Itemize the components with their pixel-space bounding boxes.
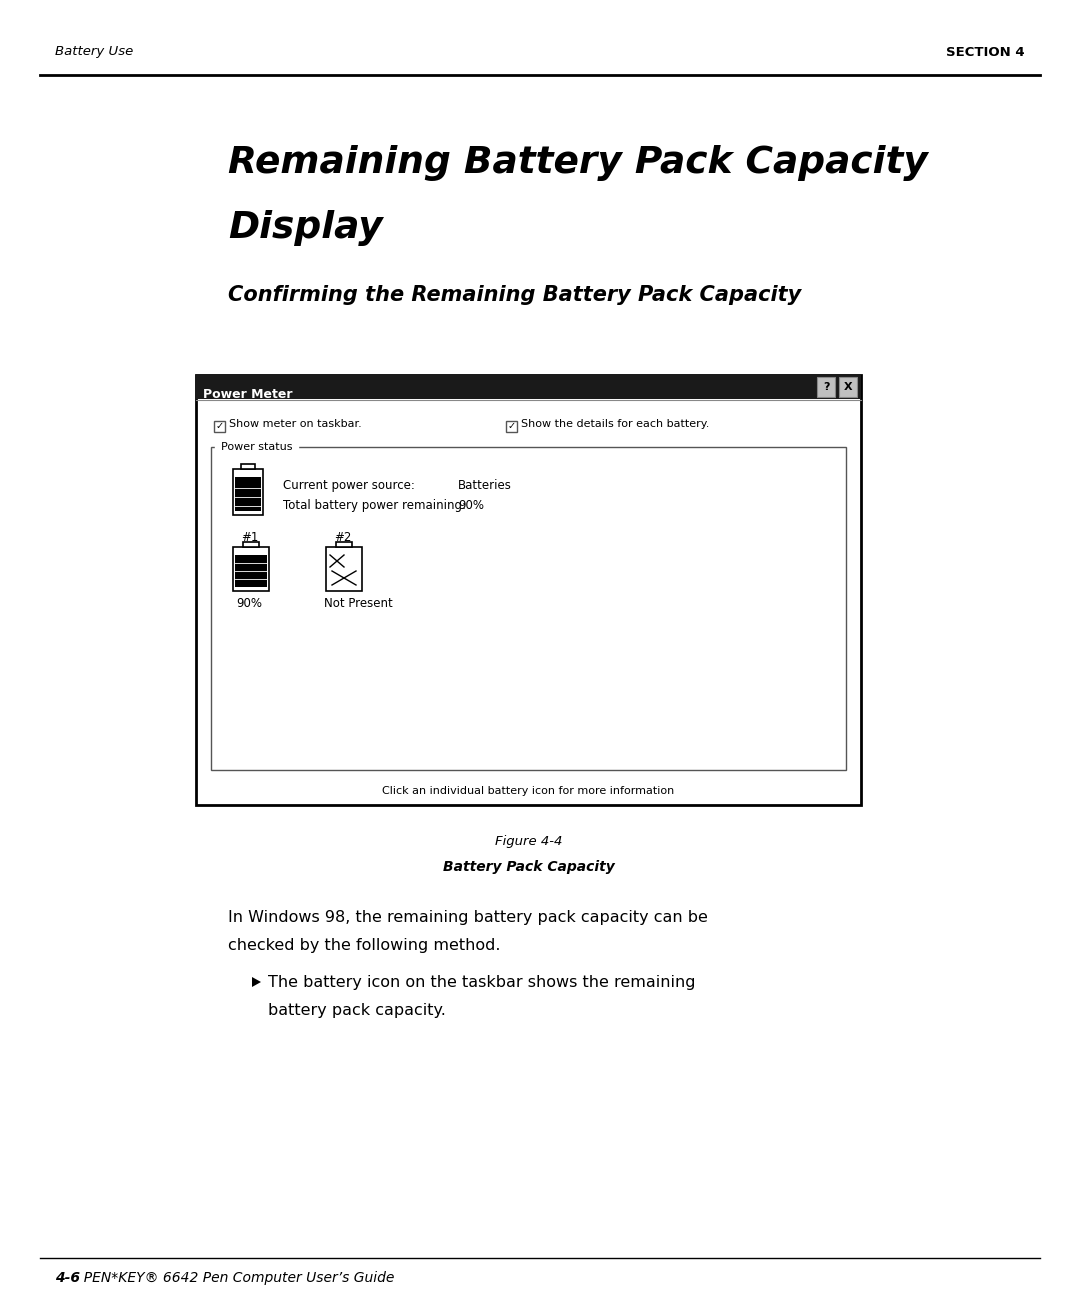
Text: Show the details for each battery.: Show the details for each battery. bbox=[521, 420, 710, 429]
Bar bbox=[241, 464, 255, 469]
Text: 90%: 90% bbox=[237, 597, 262, 610]
Text: Click an individual battery icon for more information: Click an individual battery icon for mor… bbox=[382, 787, 675, 796]
Text: In Windows 98, the remaining battery pack capacity can be: In Windows 98, the remaining battery pac… bbox=[228, 910, 707, 926]
Text: Show meter on taskbar.: Show meter on taskbar. bbox=[229, 420, 362, 429]
Text: Confirming the Remaining Battery Pack Capacity: Confirming the Remaining Battery Pack Ca… bbox=[228, 284, 801, 305]
Bar bbox=[235, 555, 267, 587]
Text: 90%: 90% bbox=[458, 499, 484, 513]
Text: Power Meter: Power Meter bbox=[203, 388, 293, 401]
Bar bbox=[211, 447, 846, 770]
Text: ✓: ✓ bbox=[215, 422, 224, 431]
Text: Not Present: Not Present bbox=[324, 597, 393, 610]
Text: ?: ? bbox=[823, 382, 829, 392]
Text: battery pack capacity.: battery pack capacity. bbox=[268, 1003, 446, 1019]
Bar bbox=[195, 375, 861, 805]
Bar bbox=[816, 378, 835, 397]
Text: checked by the following method.: checked by the following method. bbox=[228, 937, 500, 953]
Bar bbox=[839, 378, 858, 397]
Text: #2: #2 bbox=[334, 531, 351, 544]
Bar bbox=[233, 547, 269, 591]
Text: The battery icon on the taskbar shows the remaining: The battery icon on the taskbar shows th… bbox=[268, 975, 696, 990]
Text: SECTION 4: SECTION 4 bbox=[946, 46, 1025, 59]
Text: X: X bbox=[843, 382, 852, 392]
Text: Power status: Power status bbox=[221, 442, 293, 452]
Bar bbox=[336, 541, 352, 547]
Bar bbox=[235, 477, 261, 511]
Text: 4-6: 4-6 bbox=[55, 1270, 80, 1285]
Text: #1: #1 bbox=[241, 531, 258, 544]
Text: Battery Pack Capacity: Battery Pack Capacity bbox=[443, 860, 615, 874]
Text: Current power source:: Current power source: bbox=[283, 479, 415, 492]
Text: Total battery power remaining:: Total battery power remaining: bbox=[283, 499, 465, 513]
Text: ✓: ✓ bbox=[508, 422, 515, 431]
Text: Display: Display bbox=[228, 210, 382, 246]
Text: PEN*KEY® 6642 Pen Computer User’s Guide: PEN*KEY® 6642 Pen Computer User’s Guide bbox=[75, 1270, 394, 1285]
Bar bbox=[195, 375, 861, 399]
Text: Battery Use: Battery Use bbox=[55, 46, 133, 59]
Polygon shape bbox=[252, 977, 261, 987]
Bar bbox=[243, 541, 259, 547]
Bar bbox=[214, 421, 225, 433]
Text: Batteries: Batteries bbox=[458, 479, 512, 492]
Bar bbox=[233, 469, 264, 515]
Text: Remaining Battery Pack Capacity: Remaining Battery Pack Capacity bbox=[228, 146, 928, 181]
Text: Figure 4-4: Figure 4-4 bbox=[495, 835, 563, 848]
Bar bbox=[326, 547, 362, 591]
Bar bbox=[507, 421, 517, 433]
